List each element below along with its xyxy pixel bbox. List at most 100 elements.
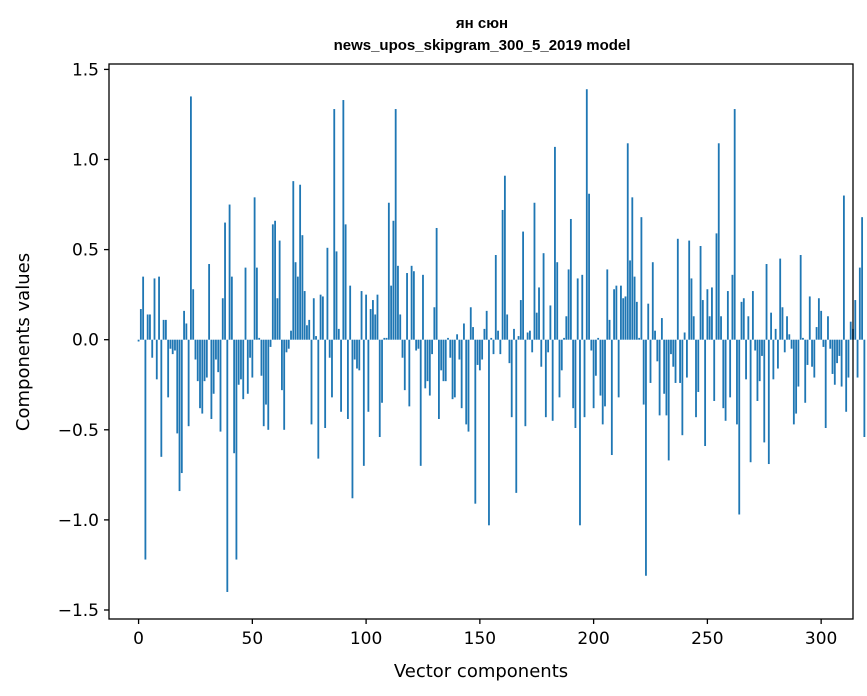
- bar: [715, 233, 718, 340]
- bar: [658, 339, 661, 416]
- bar: [303, 291, 306, 340]
- bar: [617, 339, 620, 398]
- bar: [567, 269, 570, 340]
- bar: [686, 339, 688, 378]
- bar: [554, 146, 556, 340]
- bar: [503, 175, 506, 340]
- bar: [226, 339, 229, 592]
- bar: [777, 339, 779, 369]
- bar: [201, 339, 204, 414]
- bar: [151, 339, 154, 358]
- bar: [745, 339, 747, 380]
- bar: [149, 314, 151, 340]
- bar: [385, 337, 388, 340]
- bar: [742, 298, 745, 340]
- bar: [660, 318, 663, 340]
- bar: [797, 339, 800, 387]
- bar: [711, 287, 713, 340]
- bar: [497, 330, 499, 340]
- bar: [210, 339, 213, 419]
- x-tick-label: 250: [691, 629, 723, 649]
- bar: [697, 339, 700, 392]
- x-tick-label: 300: [805, 629, 837, 649]
- bar: [387, 202, 390, 340]
- bar: [699, 246, 702, 340]
- bar: [856, 339, 859, 378]
- bar: [326, 247, 329, 340]
- bar: [331, 339, 333, 398]
- bar: [827, 316, 829, 340]
- bar: [654, 330, 656, 340]
- bar: [747, 316, 750, 340]
- bar: [296, 276, 299, 340]
- bar: [842, 195, 845, 340]
- bar: [351, 339, 354, 499]
- bar: [251, 339, 254, 378]
- bar: [831, 339, 834, 374]
- bar: [481, 339, 484, 360]
- bar: [276, 298, 279, 340]
- bar: [840, 339, 843, 387]
- bar: [565, 316, 568, 340]
- bar: [631, 197, 634, 340]
- bar: [488, 339, 490, 526]
- bar: [490, 337, 493, 340]
- bar: [551, 339, 554, 421]
- bar: [451, 339, 454, 400]
- bar: [346, 339, 349, 419]
- bar: [267, 339, 270, 430]
- bar: [615, 285, 618, 340]
- bar: [594, 339, 597, 376]
- bar: [849, 321, 852, 340]
- bar: [544, 339, 547, 418]
- bar: [722, 339, 725, 409]
- bar: [788, 334, 791, 340]
- bar: [467, 339, 470, 432]
- bar: [269, 339, 272, 347]
- bar: [394, 109, 397, 340]
- bar: [604, 339, 606, 407]
- bar: [306, 325, 308, 340]
- bar: [799, 255, 802, 340]
- bar: [356, 339, 358, 369]
- bar: [845, 339, 848, 412]
- bar: [820, 310, 823, 340]
- bar: [720, 316, 722, 340]
- bar: [624, 296, 627, 340]
- bar: [299, 184, 302, 340]
- bar: [786, 316, 788, 340]
- bar: [738, 339, 741, 515]
- bar: [740, 301, 743, 340]
- bar: [836, 339, 838, 364]
- bar: [508, 339, 511, 364]
- bar: [453, 339, 456, 398]
- bar: [645, 339, 647, 576]
- bar: [278, 240, 281, 340]
- chart-title-line-1: ян сюн: [456, 15, 508, 32]
- bar: [378, 339, 381, 438]
- bar: [610, 339, 613, 456]
- bar: [174, 339, 176, 351]
- bar: [501, 209, 504, 340]
- bar: [205, 339, 208, 378]
- bar: [531, 339, 534, 353]
- bar: [244, 267, 247, 340]
- bars-group: [137, 89, 866, 592]
- bar: [176, 339, 179, 434]
- bar: [681, 339, 684, 436]
- bar: [478, 339, 481, 371]
- bar: [187, 339, 190, 427]
- bar: [169, 339, 172, 349]
- bar: [362, 339, 365, 466]
- bar: [647, 303, 650, 340]
- bar: [569, 218, 572, 340]
- bar: [590, 339, 593, 351]
- bar: [626, 143, 629, 340]
- bar: [758, 339, 761, 382]
- bar: [287, 339, 290, 349]
- bar: [692, 316, 695, 340]
- chart-title-line-2: news_upos_skipgram_300_5_2019 model: [334, 37, 631, 54]
- bar: [228, 204, 231, 340]
- bar: [360, 291, 363, 340]
- bar: [724, 339, 727, 421]
